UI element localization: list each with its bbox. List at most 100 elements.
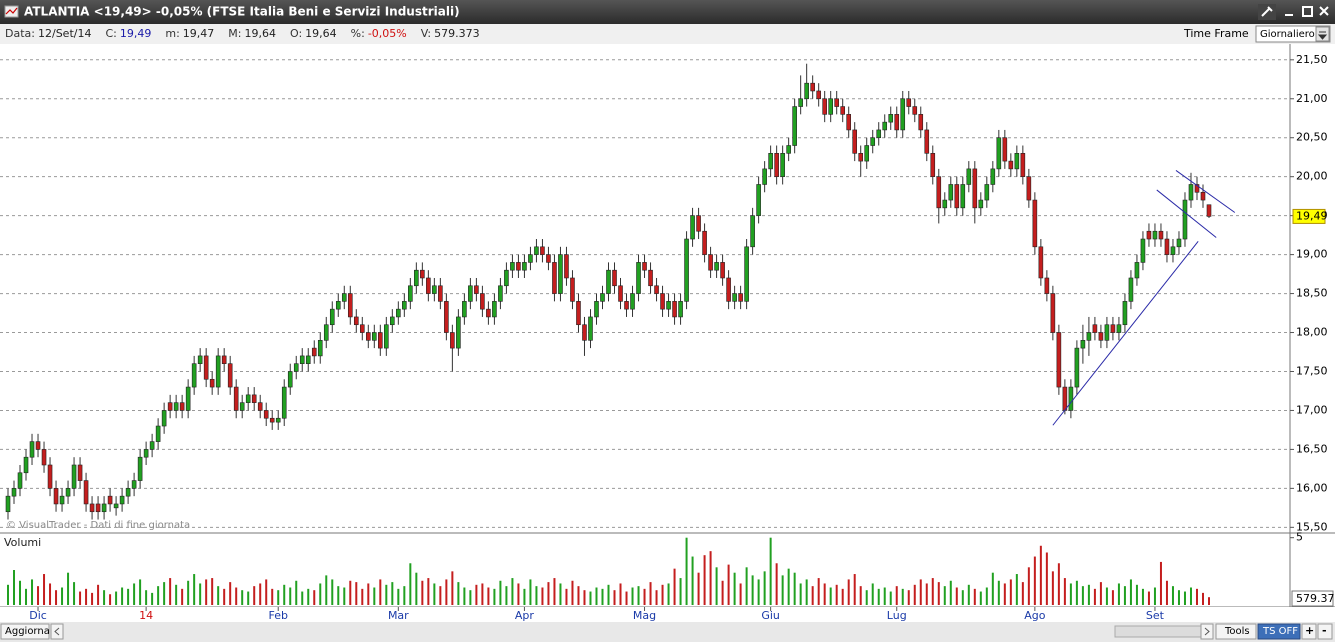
volume-bar xyxy=(397,588,400,605)
ts-button[interactable] xyxy=(1257,623,1301,640)
candle-body xyxy=(1056,332,1062,388)
maximize-button[interactable] xyxy=(1302,6,1313,17)
volume-bar xyxy=(193,574,196,605)
candle-body xyxy=(233,386,239,411)
volume-bar xyxy=(1117,583,1120,605)
volume-bar xyxy=(835,584,838,605)
refresh-button[interactable] xyxy=(0,623,50,640)
candle-body xyxy=(816,90,821,100)
x-tick-label: Dic xyxy=(29,609,47,622)
volume-bar xyxy=(361,588,364,605)
scrollbar-thumb[interactable] xyxy=(1114,625,1202,638)
volume-bar xyxy=(1069,583,1072,605)
candle-body xyxy=(1182,199,1188,240)
candle-body xyxy=(167,402,173,411)
volume-bar xyxy=(439,586,442,605)
candle-body xyxy=(329,308,335,326)
candle-body xyxy=(1188,184,1194,201)
close-button[interactable] xyxy=(1319,6,1329,16)
volume-bar xyxy=(619,583,622,605)
volume-bar xyxy=(913,584,916,605)
volume-bar xyxy=(175,584,178,605)
candle-body xyxy=(768,153,773,170)
candle-body xyxy=(1146,230,1152,240)
candle-body xyxy=(684,238,689,302)
candle-body xyxy=(263,410,269,419)
volume-bar xyxy=(319,583,322,605)
volume-bar xyxy=(715,567,718,605)
candle-body xyxy=(660,293,665,310)
zoom-out-button[interactable] xyxy=(1317,623,1333,640)
volume-bar xyxy=(1123,586,1126,605)
volume-bar xyxy=(37,586,40,605)
volume-bar xyxy=(1081,586,1084,605)
volume-bar xyxy=(367,583,370,605)
volume-bar xyxy=(967,584,970,605)
candle-body xyxy=(636,262,641,294)
scroll-right[interactable] xyxy=(1200,623,1214,640)
info-label: M: xyxy=(228,27,241,40)
candle-body xyxy=(606,269,611,294)
candle-body xyxy=(408,285,413,302)
volume-bar xyxy=(403,586,406,605)
trendline xyxy=(1052,241,1199,426)
volume-bar xyxy=(883,587,886,605)
volume-bar xyxy=(307,588,310,605)
candle-body xyxy=(1134,262,1140,279)
info-value: 12/Set/14 xyxy=(38,27,91,40)
y-tick-label: 19,00 xyxy=(1296,248,1328,261)
candle-body xyxy=(299,355,305,364)
volume-bar xyxy=(745,567,748,605)
scroll-right-icon xyxy=(1204,627,1210,636)
volume-bar xyxy=(805,579,808,605)
volume-bar xyxy=(1183,591,1186,605)
volume-bar xyxy=(577,586,580,605)
candle-body xyxy=(558,254,563,294)
candle-body xyxy=(341,293,347,302)
info-value: 19,64 xyxy=(244,27,276,40)
volume-bar xyxy=(385,584,388,605)
candle-body xyxy=(756,184,761,216)
volume-bar xyxy=(415,572,418,605)
time-frame-select[interactable] xyxy=(1255,25,1331,43)
candle-body xyxy=(846,114,852,131)
volume-bar xyxy=(1045,552,1048,605)
volume-tick-label: 5 xyxy=(1296,531,1303,544)
volume-bar xyxy=(391,582,394,605)
candle-body xyxy=(1032,199,1038,248)
candle-body xyxy=(942,199,948,209)
candle-body xyxy=(804,82,809,100)
volume-bar xyxy=(829,587,832,605)
dropdown-arrow[interactable] xyxy=(1315,26,1330,42)
volume-bar xyxy=(379,579,382,605)
tools-button[interactable] xyxy=(1215,623,1257,640)
scroll-left[interactable] xyxy=(50,623,64,640)
volume-bar xyxy=(433,583,436,605)
candle-body xyxy=(528,254,533,263)
volume-bar xyxy=(1147,591,1150,605)
ts-label: TS OFF xyxy=(1262,626,1298,637)
volume-bar xyxy=(1033,556,1036,605)
candle-body xyxy=(53,488,59,505)
candle-body xyxy=(1170,246,1176,255)
candle-body xyxy=(552,262,557,294)
x-axis-band xyxy=(0,607,1335,622)
x-tick-label: 14 xyxy=(139,609,153,622)
volume-bar xyxy=(109,594,112,605)
y-tick-label: 17,00 xyxy=(1296,403,1328,416)
x-tick-label: Apr xyxy=(515,609,535,622)
volume-bar xyxy=(1208,597,1210,605)
last-price-label: 19,49 xyxy=(1296,209,1328,222)
window-controls xyxy=(1258,4,1329,20)
candle-body xyxy=(1008,160,1014,170)
volume-bar xyxy=(613,590,616,605)
candle-body xyxy=(131,480,137,489)
candle-body xyxy=(948,184,954,201)
volume-bar xyxy=(943,586,946,605)
candle-body xyxy=(47,464,53,489)
volume-bar xyxy=(79,591,82,605)
volume-bar xyxy=(217,586,220,605)
zoom-in-button[interactable] xyxy=(1301,623,1317,640)
volume-bar xyxy=(277,590,280,605)
